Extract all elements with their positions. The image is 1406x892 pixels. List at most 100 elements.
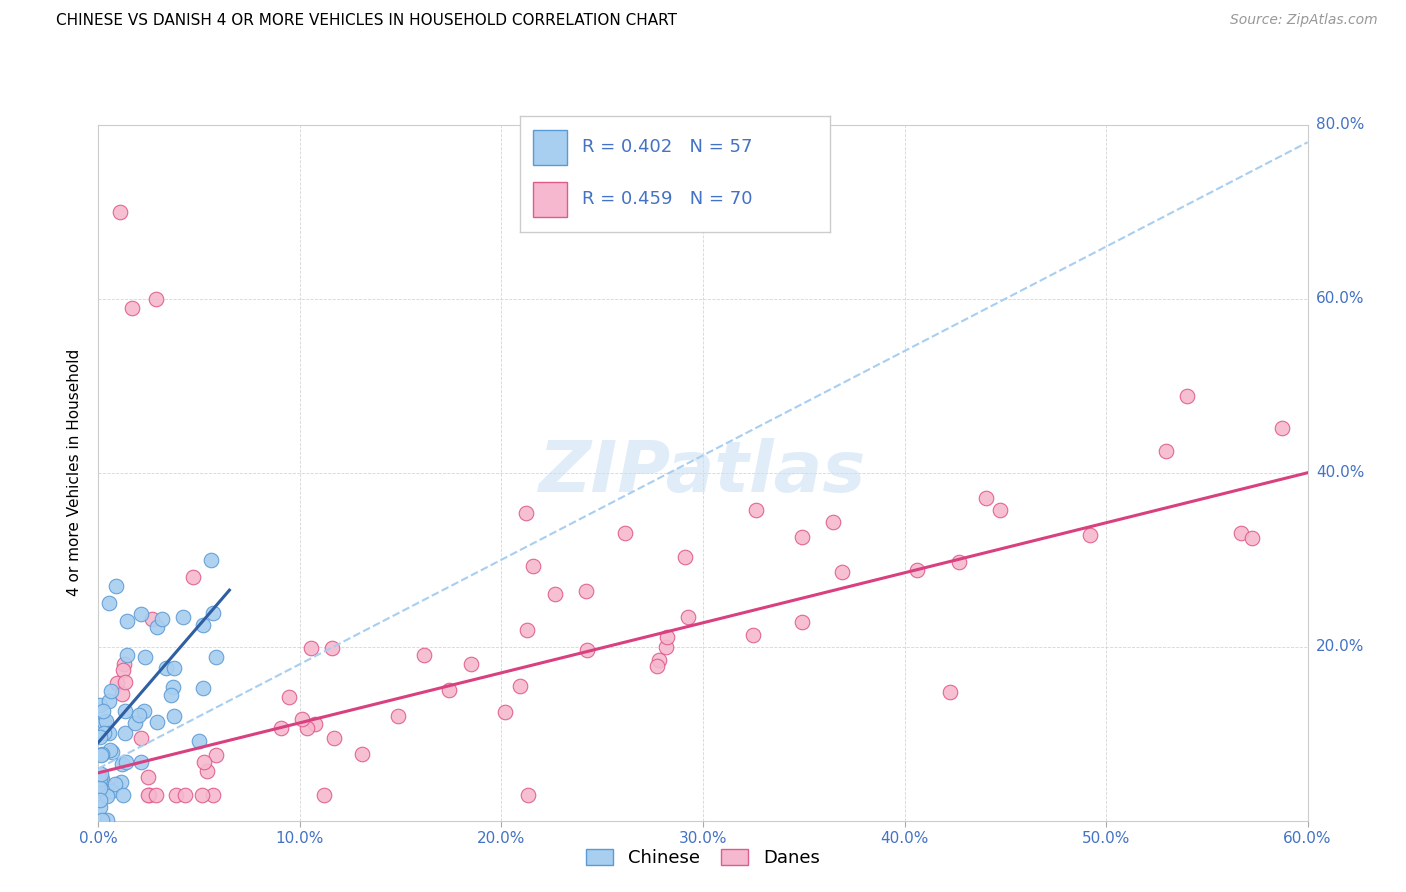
Point [129, 731, 152, 746]
FancyBboxPatch shape [533, 182, 567, 217]
Point [134, 650, 156, 665]
Point [129, 607, 152, 621]
Point [1078, 528, 1101, 542]
Point [460, 657, 482, 671]
Point [90, 747, 112, 762]
Point [1175, 389, 1198, 403]
Point [104, 777, 127, 791]
Point [101, 745, 124, 759]
Point [91, 747, 114, 761]
Point [89, 781, 111, 796]
Point [129, 755, 152, 769]
Point [111, 788, 134, 802]
Point [673, 549, 696, 564]
Text: 80.0%: 80.0% [1316, 118, 1364, 132]
Point [89, 730, 111, 744]
Point [112, 657, 135, 671]
Point [205, 650, 228, 665]
Point [114, 755, 136, 769]
Point [121, 301, 143, 315]
Point [96, 779, 118, 793]
Point [437, 682, 460, 697]
FancyBboxPatch shape [533, 130, 567, 165]
Point [174, 788, 197, 802]
Point [412, 648, 434, 663]
Point [516, 623, 538, 637]
Point [352, 747, 374, 761]
Point [509, 679, 531, 693]
Point [111, 757, 134, 772]
Point [91, 772, 114, 786]
Point [278, 690, 301, 705]
Point [100, 784, 122, 798]
Point [91, 704, 114, 718]
Point [160, 688, 183, 702]
Point [181, 570, 204, 584]
Point [96, 789, 118, 803]
Point [1154, 444, 1177, 458]
Point [89, 800, 111, 814]
Point [831, 565, 853, 579]
Point [124, 715, 146, 730]
Point [155, 661, 177, 675]
Point [647, 653, 669, 667]
Point [93, 726, 115, 740]
Point [614, 526, 637, 541]
Point [141, 612, 163, 626]
Point [114, 675, 136, 690]
Point [191, 618, 214, 632]
Point [191, 681, 214, 695]
Point [162, 680, 184, 694]
Legend: Chinese, Danes: Chinese, Danes [579, 841, 827, 874]
Point [100, 684, 122, 698]
Point [105, 675, 128, 690]
Point [193, 755, 215, 769]
Point [304, 717, 326, 731]
Point [575, 584, 598, 599]
Point [195, 764, 218, 778]
Point [745, 503, 768, 517]
Point [145, 715, 167, 730]
Point [323, 731, 346, 746]
Point [657, 630, 679, 644]
Point [91, 813, 114, 827]
Point [655, 640, 678, 655]
Point [89, 782, 111, 797]
Point [939, 685, 962, 699]
Point [988, 503, 1011, 517]
Text: Source: ZipAtlas.com: Source: ZipAtlas.com [1230, 13, 1378, 28]
Point [297, 721, 319, 735]
Point [96, 813, 118, 827]
Point [98, 726, 121, 740]
Point [138, 788, 160, 802]
Point [89, 772, 111, 786]
Point [145, 788, 167, 802]
Point [270, 721, 292, 735]
Point [114, 704, 136, 718]
Y-axis label: 4 or more Vehicles in Household: 4 or more Vehicles in Household [67, 349, 83, 597]
Point [93, 714, 115, 729]
Point [905, 563, 928, 577]
Point [202, 607, 225, 621]
Point [146, 620, 169, 634]
Point [1270, 421, 1292, 435]
Point [98, 596, 121, 610]
Point [299, 640, 322, 655]
Point [741, 627, 763, 641]
Point [110, 774, 132, 789]
Point [515, 507, 537, 521]
Point [89, 698, 111, 713]
Point [544, 587, 567, 601]
Point [205, 747, 228, 762]
Text: ZIPatlas: ZIPatlas [540, 438, 866, 508]
Point [163, 661, 186, 675]
Point [188, 734, 211, 748]
Point [89, 792, 111, 806]
Point [948, 555, 970, 569]
Point [790, 530, 813, 544]
Point [150, 612, 173, 626]
Point [94, 714, 117, 728]
Point [105, 579, 128, 593]
Text: 20.0%: 20.0% [1316, 640, 1364, 654]
Point [200, 552, 222, 567]
